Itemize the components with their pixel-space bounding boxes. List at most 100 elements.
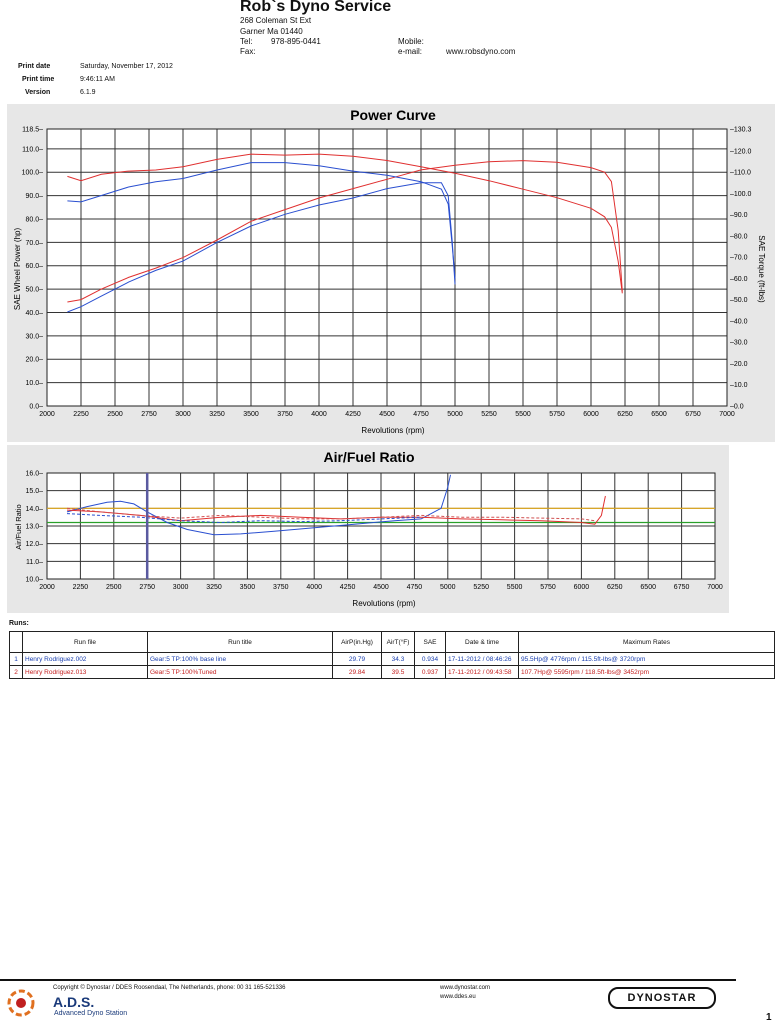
x-tick-label: 5750 [549,411,565,418]
x-tick-label: 3750 [273,584,289,591]
fax-label: Fax: [240,47,256,56]
run-index: 1 [9,652,23,666]
y-tick-label: 13.0– [25,524,43,531]
x-tick-label: 3250 [206,584,222,591]
address-line-1: 268 Coleman St Ext [240,16,312,25]
y-tick-label: 40.0– [25,310,43,317]
x-tick-label: 5500 [507,584,523,591]
y2-tick-label: –60.0 [730,276,748,283]
x-tick-label: 2750 [139,584,155,591]
x-tick-label: 2000 [39,584,55,591]
run-file: Henry Rodriguez.013 [22,665,148,679]
run-airt: 34.3 [381,652,415,666]
runs-label: Runs: [9,620,29,627]
y2-axis-label: SAE Torque (ft-lbs) [757,235,766,303]
col-run-title: Run title [147,631,333,653]
y-tick-label: 30.0– [25,333,43,340]
x-tick-label: 5500 [515,411,531,418]
tel-label: Tel: [240,37,253,46]
x-tick-label: 3500 [243,411,259,418]
air-fuel-chart: Air/Fuel Ratio Revolutions (rpm) Air/Fue… [7,445,729,613]
y-tick-label: 15.0– [25,488,43,495]
version-label: Version [25,89,51,96]
x-tick-label: 6250 [617,411,633,418]
print-date-label: Print date [18,63,51,70]
x-tick-label: 4000 [306,584,322,591]
footer-copyright: Copyright © Dynostar / DDES Roosendaal, … [53,985,286,991]
y-tick-label: 20.0– [25,357,43,364]
col-airt: AirT(°F) [381,631,415,653]
run-airt: 39.5 [381,665,415,679]
tel-value: 978-895-0441 [271,37,321,46]
x-tick-label: 4250 [340,584,356,591]
x-tick-label: 2500 [106,584,122,591]
x-tick-label: 6750 [674,584,690,591]
x-tick-label: 4750 [407,584,423,591]
y-tick-label: 100.0– [22,170,44,177]
x-tick-label: 7000 [719,411,735,418]
y2-tick-label: –20.0 [730,361,748,368]
x-tick-label: 3750 [277,411,293,418]
y-tick-label: 14.0– [25,506,43,513]
run-airp: 29.79 [332,652,382,666]
table-row: 1 Henry Rodriguez.002 Gear:5 TP:100% bas… [9,652,775,666]
dynostar-logo: DYNOSTAR [608,987,716,1009]
x-tick-label: 2250 [73,411,89,418]
x-tick-label: 5000 [440,584,456,591]
run-sae: 0.937 [414,665,446,679]
col-max-rates: Maximum Rates [518,631,775,653]
email-label: e-mail: [398,47,423,56]
y2-tick-label: –40.0 [730,318,748,325]
series-line-2 [66,495,606,525]
y-tick-label: 110.0– [22,146,43,153]
series-line-4 [67,153,623,294]
y-tick-label: 10.0– [25,577,43,584]
runs-table: Run file Run title AirP(in.Hg) AirT(°F) … [9,631,775,679]
y2-tick-label: –90.0 [730,212,748,219]
print-time-label: Print time [22,76,55,83]
x-tick-label: 3000 [175,411,191,418]
series-line-3 [67,162,456,279]
y-tick-label: 90.0– [25,193,43,200]
x-axis-label: Revolutions (rpm) [352,599,415,608]
series-line-1 [67,182,456,313]
y-tick-label: 10.0– [25,380,43,387]
y-axis-label: SAE Wheel Power (hp) [13,228,22,311]
x-tick-label: 5250 [481,411,497,418]
x-tick-label: 4250 [345,411,361,418]
y-axis-label: Air/Fuel Ratio [14,504,23,549]
x-tick-label: 5750 [540,584,556,591]
y2-tick-label: –10.0 [730,382,748,389]
ads-logo-icon [7,989,35,1017]
y2-tick-label: –130.3 [730,127,752,134]
runs-header-row: Run file Run title AirP(in.Hg) AirT(°F) … [9,631,775,653]
print-time-value: 9:46:11 AM [80,76,115,83]
x-tick-label: 2250 [73,584,89,591]
x-tick-label: 6000 [583,411,599,418]
email-value: www.robsdyno.com [446,47,516,56]
y2-tick-label: –110.0 [730,170,751,177]
run-sae: 0.934 [414,652,446,666]
col-airp: AirP(in.Hg) [332,631,382,653]
table-row: 2 Henry Rodriguez.013 Gear:5 TP:100%Tune… [9,665,775,679]
version-value: 6.1.9 [80,89,96,96]
power-curve-chart: Power Curve Revolutions (rpm) SAE Wheel … [7,104,775,442]
y2-tick-label: –30.0 [730,340,748,347]
col-sae: SAE [414,631,446,653]
x-tick-label: 6500 [640,584,656,591]
y2-tick-label: –80.0 [730,233,748,240]
x-axis-label: Revolutions (rpm) [361,426,424,435]
run-title: Gear:5 TP:100%Tuned [147,665,333,679]
print-date-value: Saturday, November 17, 2012 [80,63,173,70]
x-tick-label: 4750 [413,411,429,418]
chart-title: Power Curve [350,107,436,123]
x-tick-label: 6750 [685,411,701,418]
company-name: Rob`s Dyno Service [240,0,392,15]
mobile-label: Mobile: [398,37,424,46]
run-airp: 29.84 [332,665,382,679]
col-index [9,631,23,653]
y2-tick-label: –120.0 [730,148,752,155]
series-line-3 [66,507,595,522]
address-line-2: Garner Ma 01440 [240,27,303,36]
x-tick-label: 2750 [141,411,157,418]
